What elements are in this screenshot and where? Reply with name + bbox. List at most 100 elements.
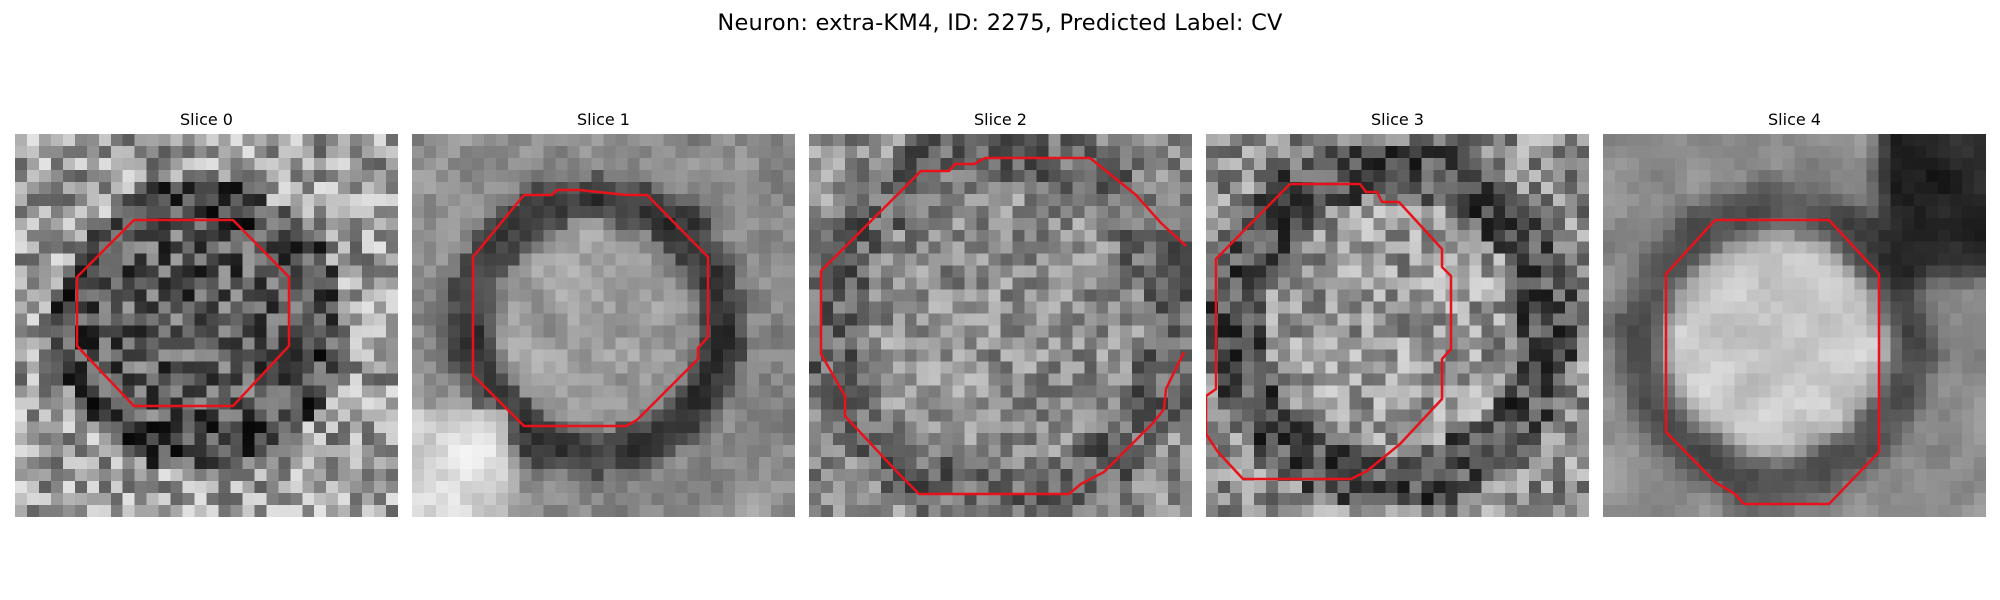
pixel — [1457, 409, 1470, 422]
pixel — [314, 325, 327, 339]
pixel — [338, 457, 351, 470]
pixel — [1493, 277, 1506, 291]
pixel — [374, 253, 387, 267]
pixel — [1036, 277, 1049, 291]
pixel — [1241, 397, 1255, 410]
pixel — [964, 253, 978, 267]
pixel — [1000, 301, 1014, 315]
pixel — [50, 289, 64, 303]
pixel — [771, 481, 784, 494]
pixel — [1854, 397, 1867, 410]
pixel — [386, 217, 398, 231]
pixel — [230, 505, 244, 517]
pixel — [1385, 205, 1399, 219]
pixel — [880, 181, 894, 195]
pixel — [964, 325, 978, 339]
pixel — [1614, 134, 1628, 147]
pixel — [423, 481, 437, 494]
pixel — [1614, 421, 1628, 434]
pixel — [916, 433, 930, 446]
pixel — [723, 145, 736, 159]
pixel — [567, 217, 581, 231]
pixel — [1698, 301, 1712, 315]
pixel — [1603, 217, 1616, 231]
pixel — [15, 193, 28, 207]
pixel — [1686, 217, 1700, 231]
pixel — [290, 445, 303, 458]
pixel — [1638, 373, 1652, 386]
pixel — [1686, 349, 1700, 363]
pixel — [1361, 145, 1375, 159]
pixel — [1144, 145, 1157, 159]
pixel — [134, 313, 148, 327]
pixel — [1349, 433, 1363, 446]
pixel — [1241, 253, 1255, 267]
pixel — [74, 505, 88, 517]
pixel — [1962, 325, 1975, 339]
pixel — [1180, 445, 1192, 458]
pixel — [26, 301, 40, 315]
pixel — [1698, 445, 1712, 458]
pixel — [1878, 397, 1891, 410]
pixel — [74, 373, 88, 386]
pixel — [507, 421, 521, 434]
pixel — [1565, 301, 1578, 315]
pixel — [988, 253, 1002, 267]
pixel — [952, 217, 966, 231]
pixel — [266, 457, 279, 470]
pixel — [122, 505, 136, 517]
pixel — [278, 169, 291, 183]
pixel — [170, 253, 184, 267]
pixel — [543, 169, 557, 183]
pixel — [230, 409, 244, 422]
pixel — [1096, 241, 1109, 255]
pixel — [1974, 205, 1986, 219]
pixel — [1253, 325, 1267, 339]
pixel — [1529, 313, 1542, 327]
pixel — [158, 289, 172, 303]
pixel — [1962, 445, 1975, 458]
pixel — [435, 481, 449, 494]
pixel — [1409, 385, 1423, 398]
pixel — [1120, 397, 1133, 410]
pixel — [1421, 349, 1435, 363]
pixel — [1481, 301, 1494, 315]
slice-image — [809, 134, 1192, 517]
pixel — [98, 313, 112, 327]
pixel — [194, 421, 208, 434]
pixel — [471, 217, 485, 231]
pixel — [1950, 289, 1963, 303]
pixel — [1397, 193, 1411, 207]
pixel — [1758, 325, 1772, 339]
pixel — [1746, 421, 1760, 434]
pixel — [868, 409, 882, 422]
pixel — [122, 469, 136, 482]
pixel — [423, 337, 437, 351]
pixel — [471, 325, 485, 339]
pixel — [1818, 409, 1832, 422]
pixel — [711, 253, 724, 267]
pixel — [820, 433, 834, 446]
pixel — [350, 337, 363, 351]
pixel — [916, 349, 930, 363]
pixel — [916, 205, 930, 219]
pixel — [543, 421, 557, 434]
pixel — [1206, 493, 1219, 506]
pixel — [459, 229, 473, 243]
pixel — [230, 253, 244, 267]
pixel — [1277, 277, 1291, 291]
pixel — [1241, 433, 1255, 446]
pixel — [1529, 229, 1542, 243]
pixel — [1638, 397, 1652, 410]
pixel — [555, 457, 569, 470]
pixel — [1469, 349, 1482, 363]
pixel — [1217, 241, 1231, 255]
pixel — [182, 253, 196, 267]
pixel — [567, 181, 581, 195]
pixel — [711, 445, 724, 458]
pixel — [771, 373, 784, 386]
pixel — [1914, 217, 1927, 231]
pixel — [639, 241, 652, 255]
pixel — [314, 277, 327, 291]
pixel — [1818, 181, 1832, 195]
